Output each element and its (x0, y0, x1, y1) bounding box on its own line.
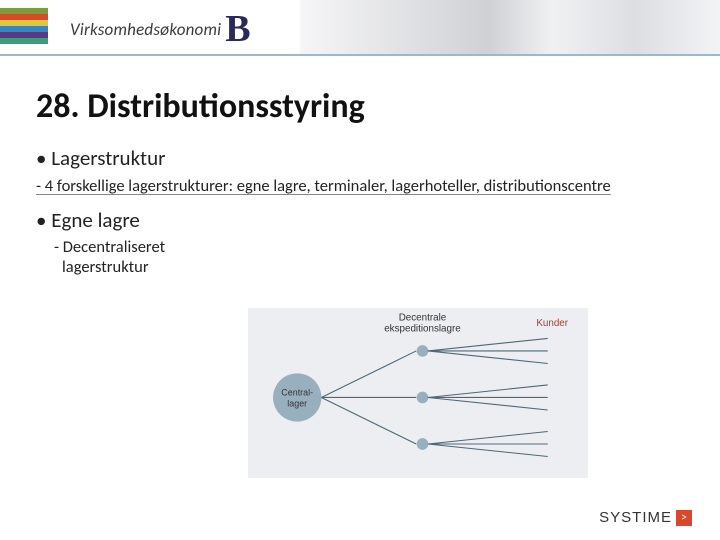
brand-stripes (0, 8, 48, 44)
slide-content: 28. Distributionsstyring Lagerstruktur -… (0, 56, 720, 277)
brand-text: Virksomhedsøkonomi B (70, 10, 251, 48)
distribution-diagram: Decentrale ekspeditionslagre Kunder Cent… (228, 308, 608, 478)
sub2a: - Decentraliseret (54, 237, 165, 257)
page-title: 28. Distributionsstyring (36, 86, 684, 127)
logo-text: SYSTIME (599, 509, 672, 526)
label-decentrale-a: Decentrale (399, 313, 447, 324)
bullet-lagerstruktur: Lagerstruktur (36, 145, 684, 171)
stripe (0, 38, 48, 44)
label-kunder: Kunder (536, 318, 568, 329)
sub-decentraliseret: - Decentraliseret lagerstruktur (54, 237, 684, 277)
mid-node (417, 392, 429, 404)
mid-node (417, 438, 429, 450)
central-label-b: lager (287, 398, 307, 408)
systime-logo: SYSTIME > (599, 509, 692, 526)
brand-letter: B (225, 10, 251, 48)
bullet-egne-lagre: Egne lagre (36, 207, 684, 233)
sub-lagerstrukturer: - 4 forskellige lagerstrukturer: egne la… (36, 175, 684, 197)
slide-header: Virksomhedsøkonomi B (0, 0, 720, 56)
central-label-a: Central- (281, 388, 313, 398)
logo-glyph: > (676, 510, 692, 526)
label-decentrale-b: ekspeditionslagre (384, 323, 461, 334)
sub2b: lagerstruktur (62, 257, 149, 277)
header-bg-blur (300, 0, 720, 54)
brand-name: Virksomhedsøkonomi (70, 19, 221, 40)
mid-node (417, 345, 429, 357)
